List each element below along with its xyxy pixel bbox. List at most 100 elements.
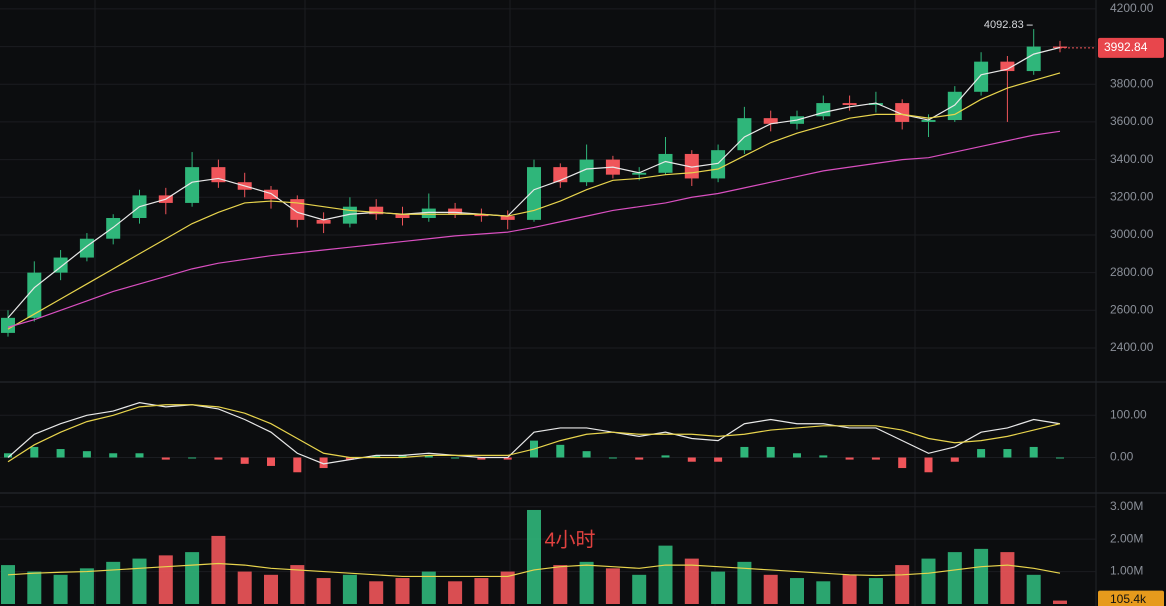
y-tick-label: 3400.00 — [1110, 152, 1154, 166]
histogram-bar — [898, 457, 907, 469]
volume-bar — [448, 581, 463, 604]
y-tick-label: 2400.00 — [1110, 340, 1154, 354]
volume-bar — [53, 574, 68, 604]
histogram-bar — [977, 449, 986, 458]
indicator-line — [7, 72, 1061, 330]
y-tick-label: 2800.00 — [1110, 265, 1154, 279]
histogram-bar — [109, 453, 118, 458]
last-volume-box — [1098, 590, 1164, 606]
histogram-bar — [582, 451, 591, 458]
histogram-bar — [608, 457, 617, 459]
volume-bar — [579, 561, 594, 604]
histogram-bar — [714, 457, 723, 462]
volume-bar — [1026, 574, 1041, 604]
histogram-bar — [214, 457, 223, 460]
indicator-line — [7, 402, 1061, 465]
candle-body — [264, 189, 278, 200]
histogram-bar — [635, 457, 644, 460]
volume-bar — [158, 555, 173, 604]
histogram-bar — [30, 446, 39, 458]
candle-body — [868, 103, 883, 105]
histogram-bar — [267, 457, 275, 466]
volume-bar — [395, 578, 410, 604]
candle-body — [290, 199, 305, 220]
last-price-box — [1098, 37, 1164, 58]
indicator-line — [7, 130, 1061, 328]
candle-body — [395, 214, 410, 218]
candle-body — [369, 206, 384, 215]
candle-body — [474, 214, 489, 217]
candle-body — [79, 238, 94, 258]
volume-bar — [211, 535, 226, 604]
candle-body — [711, 150, 726, 179]
histogram-bar — [845, 457, 854, 460]
histogram-bar — [950, 457, 959, 462]
volume-bar — [1053, 600, 1067, 604]
histogram-bar — [82, 451, 91, 458]
volume-bar — [264, 574, 278, 604]
y-tick-label: 1.00M — [1110, 564, 1143, 578]
histogram-bar — [477, 457, 486, 460]
volume-bar — [290, 565, 305, 604]
volume-bar — [237, 571, 252, 604]
histogram-bar — [424, 455, 433, 458]
y-tick-label: 2600.00 — [1110, 302, 1154, 316]
candle-body — [895, 103, 910, 122]
volume-bar — [106, 561, 121, 604]
candle-body — [974, 61, 989, 92]
volume-bar — [711, 571, 726, 604]
candle-body — [763, 118, 778, 124]
last-volume-label: 105.4k — [1110, 592, 1147, 606]
histogram-bar — [451, 457, 460, 459]
volume-bar — [684, 558, 699, 604]
last-price-label: 3992.84 — [1104, 40, 1148, 54]
volume-bar — [658, 545, 673, 604]
candle-body — [632, 172, 647, 175]
volume-bar — [605, 568, 620, 604]
histogram-bar — [556, 444, 565, 458]
volume-bar — [79, 568, 94, 604]
volume-bar — [632, 574, 647, 604]
histogram-bar — [188, 457, 197, 459]
histogram-bar — [398, 455, 407, 458]
volume-bar — [1, 565, 15, 604]
y-tick-label: 100.00 — [1110, 407, 1147, 421]
histogram-bar — [4, 453, 12, 458]
volume-bar — [974, 548, 989, 604]
y-tick-label: 3800.00 — [1110, 76, 1154, 90]
histogram-bar — [135, 453, 144, 458]
candle-body — [579, 159, 594, 183]
histogram-bar — [819, 455, 828, 458]
histogram-bar — [740, 446, 749, 458]
y-tick-label: 3000.00 — [1110, 227, 1154, 241]
high-annotation: 4092.83 — [984, 19, 1024, 31]
volume-bar — [868, 578, 883, 604]
indicator-line — [7, 562, 1061, 578]
candle-body — [27, 272, 42, 318]
indicator-line — [7, 46, 1061, 319]
volume-bar — [27, 571, 42, 604]
volume-bar — [185, 552, 200, 604]
histogram-bar — [503, 457, 512, 460]
candle-body — [658, 153, 673, 173]
volume-bar — [1000, 552, 1015, 604]
y-tick-label: 3600.00 — [1110, 114, 1154, 128]
histogram-bar — [372, 455, 381, 458]
candle-body — [842, 103, 857, 105]
y-tick-label: 3.00M — [1110, 499, 1143, 513]
candle-body — [947, 91, 962, 121]
candle-body — [1026, 46, 1041, 72]
histogram-bar — [319, 457, 328, 469]
y-tick-label: 2.00M — [1110, 531, 1143, 545]
vertical-grid — [94, 0, 916, 606]
candle-body — [316, 219, 331, 224]
volume-bar — [316, 578, 331, 604]
candle-body — [1053, 46, 1067, 48]
volume-bar — [369, 581, 384, 604]
volume-bar — [421, 571, 436, 604]
volume-bar — [342, 574, 357, 604]
volume-bar — [500, 571, 515, 604]
candle-body — [1000, 61, 1015, 72]
y-tick-label: 3200.00 — [1110, 189, 1154, 203]
